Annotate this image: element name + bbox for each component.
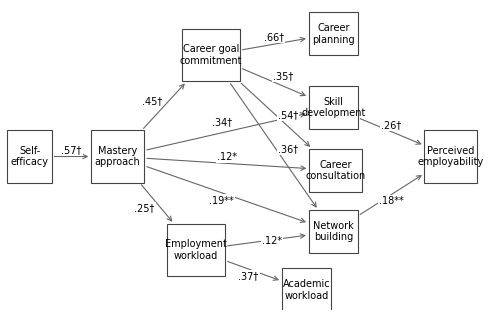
- Text: Mastery
approach: Mastery approach: [95, 146, 140, 167]
- FancyBboxPatch shape: [310, 149, 362, 192]
- Text: .18**: .18**: [378, 197, 404, 207]
- Text: Career
planning: Career planning: [312, 23, 354, 45]
- Text: Perceived
employability: Perceived employability: [418, 146, 484, 167]
- FancyBboxPatch shape: [282, 269, 331, 311]
- Text: .12*: .12*: [262, 236, 282, 246]
- Text: Career goal
commitment: Career goal commitment: [180, 44, 242, 66]
- Text: .25†: .25†: [134, 203, 155, 213]
- Text: .26†: .26†: [381, 120, 401, 130]
- Text: .36†: .36†: [278, 144, 298, 154]
- Text: Skill
development: Skill development: [301, 97, 366, 118]
- FancyBboxPatch shape: [309, 86, 358, 129]
- Text: Network
building: Network building: [313, 221, 354, 243]
- Text: .35†: .35†: [273, 71, 293, 81]
- FancyBboxPatch shape: [8, 131, 52, 182]
- Text: .57†: .57†: [61, 145, 82, 155]
- Text: .45†: .45†: [142, 96, 162, 106]
- FancyBboxPatch shape: [309, 210, 358, 253]
- Text: .54†: .54†: [278, 110, 298, 120]
- Text: .66†: .66†: [264, 33, 284, 42]
- Text: Employment
workload: Employment workload: [165, 239, 227, 261]
- FancyBboxPatch shape: [167, 224, 225, 276]
- FancyBboxPatch shape: [424, 131, 478, 182]
- Text: Self-
efficacy: Self- efficacy: [10, 146, 48, 167]
- Text: .37†: .37†: [238, 271, 258, 281]
- FancyBboxPatch shape: [309, 12, 358, 55]
- FancyBboxPatch shape: [182, 29, 240, 81]
- Text: Career
consultation: Career consultation: [306, 160, 366, 181]
- Text: Academic
workload: Academic workload: [282, 279, 330, 301]
- FancyBboxPatch shape: [91, 131, 144, 182]
- Text: .19**: .19**: [209, 196, 234, 206]
- Text: .34†: .34†: [212, 118, 232, 127]
- Text: .12*: .12*: [216, 152, 237, 162]
